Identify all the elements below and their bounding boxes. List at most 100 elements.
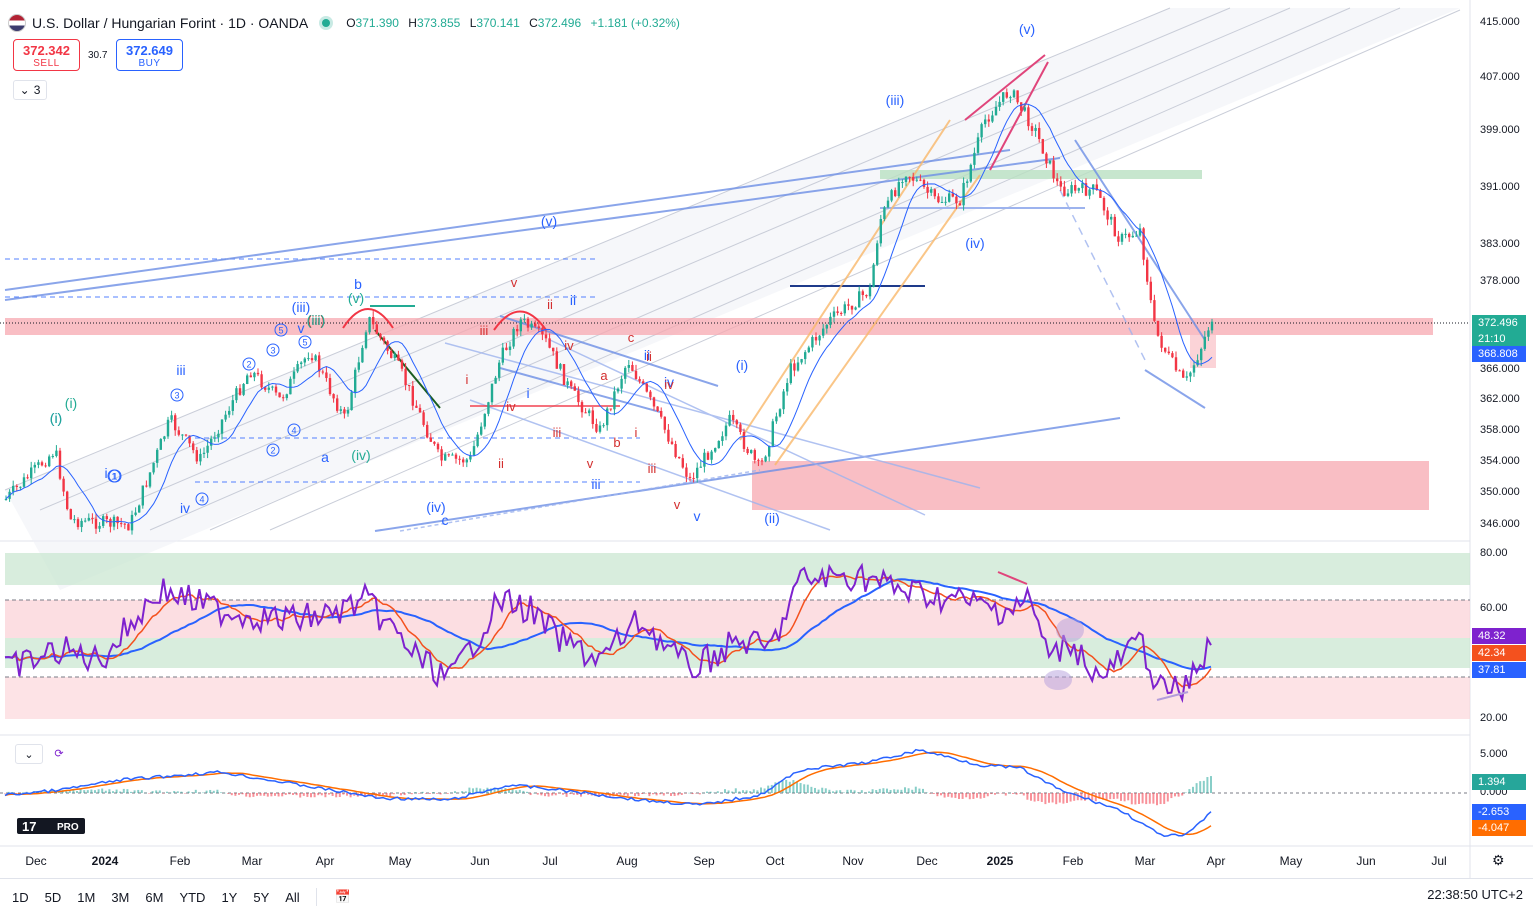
- wave-circle-label[interactable]: 2: [246, 360, 251, 370]
- wave-label[interactable]: (iv): [351, 447, 370, 463]
- timeframe-6m[interactable]: 6M: [145, 889, 164, 905]
- wave-label[interactable]: (iii): [307, 313, 324, 328]
- wave-label[interactable]: (v): [541, 213, 557, 229]
- wave-circle[interactable]: [107, 469, 121, 483]
- rsi-pane[interactable]: [4, 553, 1470, 719]
- resistance-zone[interactable]: [5, 318, 1433, 335]
- wave-label[interactable]: iv: [180, 500, 190, 516]
- wave-label[interactable]: ii: [498, 456, 504, 471]
- wave-circle-label[interactable]: 1: [111, 472, 116, 482]
- pane-collapse-button[interactable]: ⌄: [15, 744, 43, 764]
- orange-channel[interactable]: [739, 119, 981, 466]
- wave-label[interactable]: c: [628, 330, 635, 345]
- wave-circle-label[interactable]: 1: [112, 472, 117, 482]
- main-pane[interactable]: (v)(iii)(i)(iv)(ii)(v)(iii)(iv)iiiacbiii…: [0, 7, 1470, 590]
- trendlines[interactable]: [4, 139, 1206, 532]
- wave-label[interactable]: (iv): [965, 235, 984, 251]
- wave-label[interactable]: (i): [50, 410, 62, 426]
- timeframe-1m[interactable]: 1M: [77, 889, 96, 905]
- wave-label[interactable]: v: [587, 456, 594, 471]
- wave-circle-label[interactable]: 4: [291, 426, 296, 436]
- macd-pane[interactable]: [0, 748, 1470, 837]
- wave-label[interactable]: ii: [547, 297, 553, 312]
- wave-label[interactable]: (iv): [426, 499, 445, 515]
- wave-label[interactable]: i: [526, 385, 529, 401]
- wave-label[interactable]: iii: [591, 476, 600, 492]
- wave-label[interactable]: iv: [564, 338, 574, 353]
- wave-label[interactable]: (v): [1019, 21, 1035, 37]
- trendlines-light[interactable]: [399, 189, 1146, 532]
- wave-circle[interactable]: [266, 443, 280, 457]
- timeframe-3m[interactable]: 3M: [111, 889, 130, 905]
- wave-label[interactable]: (ii): [764, 510, 780, 526]
- wave-circle-label[interactable]: 5: [302, 338, 307, 348]
- wave-label[interactable]: (i): [65, 395, 77, 411]
- wave-label[interactable]: v: [694, 508, 701, 524]
- wave-label[interactable]: iii: [648, 461, 657, 476]
- wave-label[interactable]: ii: [570, 292, 576, 308]
- wave-label[interactable]: a: [600, 368, 608, 383]
- settings-icon[interactable]: ⚙: [1492, 852, 1505, 868]
- wave-circle-label[interactable]: 3: [174, 391, 179, 401]
- wave-circle[interactable]: [170, 388, 184, 402]
- wave-labels[interactable]: (v)(iii)(i)(iv)(ii)(v)(iii)(iv)iiiacbiii…: [50, 21, 1035, 528]
- wave-label[interactable]: v: [674, 497, 681, 512]
- rsi-marker[interactable]: [1044, 670, 1072, 690]
- wave-label[interactable]: iii: [553, 425, 562, 440]
- wave-label[interactable]: (v): [348, 290, 364, 306]
- wave-label[interactable]: iii: [176, 362, 185, 378]
- wave-label[interactable]: c: [442, 512, 449, 528]
- wave-label[interactable]: iv: [664, 374, 674, 390]
- wave-label[interactable]: v: [511, 275, 518, 290]
- wave-label[interactable]: (iii): [292, 299, 311, 315]
- top-arc[interactable]: [493, 310, 547, 331]
- support-zone[interactable]: [752, 461, 1429, 510]
- channel-lines[interactable]: [4, 7, 1461, 531]
- wave-label[interactable]: (iii): [307, 312, 326, 328]
- timeframe-all[interactable]: All: [285, 889, 300, 905]
- dashed-levels[interactable]: [5, 258, 640, 483]
- timeframe-5d[interactable]: 5D: [44, 889, 62, 905]
- wave-label[interactable]: b: [354, 276, 362, 292]
- wave-label[interactable]: iv: [506, 399, 516, 414]
- wave-circle[interactable]: [298, 335, 312, 349]
- green-zone[interactable]: [880, 170, 1202, 179]
- channel-band[interactable]: [5, 8, 1460, 590]
- wedge-lines[interactable]: [964, 54, 1049, 171]
- wave-label[interactable]: i: [466, 372, 469, 387]
- timeframe-1d[interactable]: 1D: [12, 889, 29, 905]
- timeframe-ytd[interactable]: YTD: [179, 889, 206, 905]
- wave-circle-label[interactable]: 4: [199, 495, 204, 505]
- wave-label[interactable]: (i): [736, 357, 748, 373]
- wave-circle[interactable]: [266, 343, 280, 357]
- wave-label[interactable]: a: [321, 449, 329, 465]
- wave-circle[interactable]: [242, 357, 256, 371]
- indicators-toggle[interactable]: ⌄ 3: [13, 80, 47, 100]
- wave-label[interactable]: (iii): [886, 92, 905, 108]
- rsi-marker[interactable]: [1056, 618, 1084, 642]
- wave-circle[interactable]: [287, 423, 301, 437]
- clock[interactable]: 22:38:50 UTC+2: [1427, 887, 1523, 902]
- wave-circle-label[interactable]: 5: [278, 326, 283, 336]
- wave-label[interactable]: ii: [646, 349, 652, 364]
- wave-label[interactable]: i: [104, 465, 107, 481]
- wave-circle-label[interactable]: 3: [270, 346, 275, 356]
- tradingview-logo[interactable]: 17 PRO: [17, 818, 85, 834]
- wave-circle-label[interactable]: 2: [270, 446, 275, 456]
- wave-label[interactable]: b: [613, 435, 620, 450]
- top-arc[interactable]: [342, 308, 394, 329]
- wave-circle[interactable]: [195, 492, 209, 506]
- date-range-icon[interactable]: 📅: [334, 889, 351, 904]
- wave-label[interactable]: iv: [664, 377, 674, 392]
- buy-button[interactable]: 372.649 BUY: [116, 39, 183, 71]
- symbol-title[interactable]: U.S. Dollar / Hungarian Forint · 1D · OA…: [32, 15, 309, 31]
- refresh-icon[interactable]: ⟳: [49, 744, 69, 762]
- timeframe-1y[interactable]: 1Y: [221, 889, 238, 905]
- symbol-header[interactable]: U.S. Dollar / Hungarian Forint · 1D · OA…: [8, 12, 686, 34]
- sell-button[interactable]: 372.342 SELL: [13, 39, 80, 71]
- wave-circle[interactable]: [274, 323, 288, 337]
- wave-label[interactable]: iii: [480, 323, 489, 338]
- wave-label[interactable]: v: [298, 320, 305, 336]
